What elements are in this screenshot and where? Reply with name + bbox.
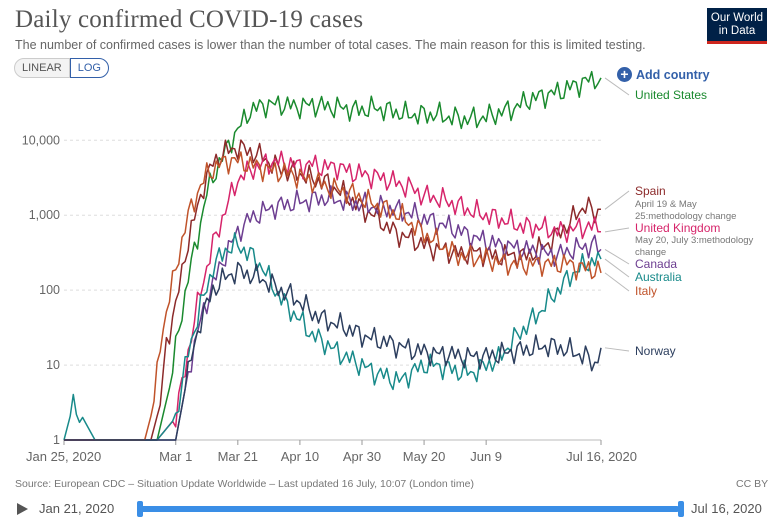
annotation-line: April 19 & May bbox=[635, 199, 697, 210]
series-label-leader bbox=[604, 258, 630, 278]
series-label: Italy bbox=[635, 284, 657, 298]
line-chart: 1 10 100 1,000 10,000 Jan 25, 2020 Mar 1 Mar 21… bbox=[22, 70, 754, 464]
logo-line-1: Our World bbox=[710, 12, 764, 24]
series-label: Spain bbox=[635, 184, 666, 198]
x-tick-label: Jun 9 bbox=[470, 449, 502, 464]
x-tick-label: Mar 21 bbox=[218, 449, 258, 464]
x-tick-label: Jul 16, 2020 bbox=[566, 449, 637, 464]
timeline-start-label: Jan 21, 2020 bbox=[39, 501, 115, 516]
license-link[interactable]: CC BY bbox=[736, 478, 769, 490]
series-label: Norway bbox=[635, 344, 676, 358]
add-country-label: Add country bbox=[636, 67, 710, 82]
linear-scale-button[interactable]: LINEAR bbox=[14, 58, 70, 78]
series-label-leader bbox=[604, 227, 630, 233]
scale-toggle: LINEAR LOG bbox=[14, 58, 109, 78]
y-tick-label: 1 bbox=[53, 433, 60, 447]
series-line-norway bbox=[64, 261, 602, 441]
timeline-track[interactable] bbox=[140, 506, 680, 512]
series-label-leader bbox=[604, 248, 630, 265]
series-label: Australia bbox=[635, 270, 682, 284]
annotation-line: May 20, July 3:methodology bbox=[635, 235, 754, 246]
series-label-leader bbox=[604, 77, 630, 96]
annotation-line: change bbox=[635, 247, 666, 258]
x-tick-label: Apr 30 bbox=[343, 449, 381, 464]
owid-logo[interactable]: Our World in Data bbox=[707, 8, 767, 44]
chart-title: Daily confirmed COVID-19 cases bbox=[15, 6, 364, 33]
timeline-end-label: Jul 16, 2020 bbox=[691, 501, 762, 516]
source-note: Source: European CDC – Situation Update … bbox=[15, 478, 474, 490]
add-country-button[interactable]: + Add country bbox=[617, 67, 710, 82]
y-tick-label: 1,000 bbox=[29, 208, 60, 222]
x-tick-label: Apr 10 bbox=[281, 449, 319, 464]
y-tick-label: 100 bbox=[39, 283, 60, 297]
timeline-start-handle[interactable] bbox=[137, 501, 143, 517]
series-label: United Kingdom bbox=[635, 221, 720, 235]
x-tick-label: Mar 1 bbox=[159, 449, 192, 464]
x-tick-label: Jan 25, 2020 bbox=[26, 449, 101, 464]
timeline-end-handle[interactable] bbox=[678, 501, 684, 517]
series-line-italy bbox=[64, 151, 602, 441]
series-label-leader bbox=[604, 347, 630, 352]
y-tick-label: 10 bbox=[46, 358, 60, 372]
series-label-leader bbox=[604, 272, 630, 292]
series-line-australia bbox=[63, 232, 602, 441]
logo-line-2: in Data bbox=[718, 25, 756, 37]
series-label-leader bbox=[604, 190, 630, 210]
y-tick-label: 10,000 bbox=[22, 133, 60, 147]
series-label: United States bbox=[635, 88, 707, 102]
chart-subtitle: The number of confirmed cases is lower t… bbox=[15, 38, 646, 52]
timeline: Jan 21, 2020 Jul 16, 2020 bbox=[0, 498, 781, 520]
log-scale-button[interactable]: LOG bbox=[69, 58, 109, 78]
play-icon[interactable] bbox=[17, 503, 28, 515]
series-label: Canada bbox=[635, 257, 677, 271]
x-tick-label: May 20 bbox=[403, 449, 446, 464]
plus-icon: + bbox=[617, 67, 632, 82]
annotation-line: 25:methodology change bbox=[635, 211, 736, 222]
